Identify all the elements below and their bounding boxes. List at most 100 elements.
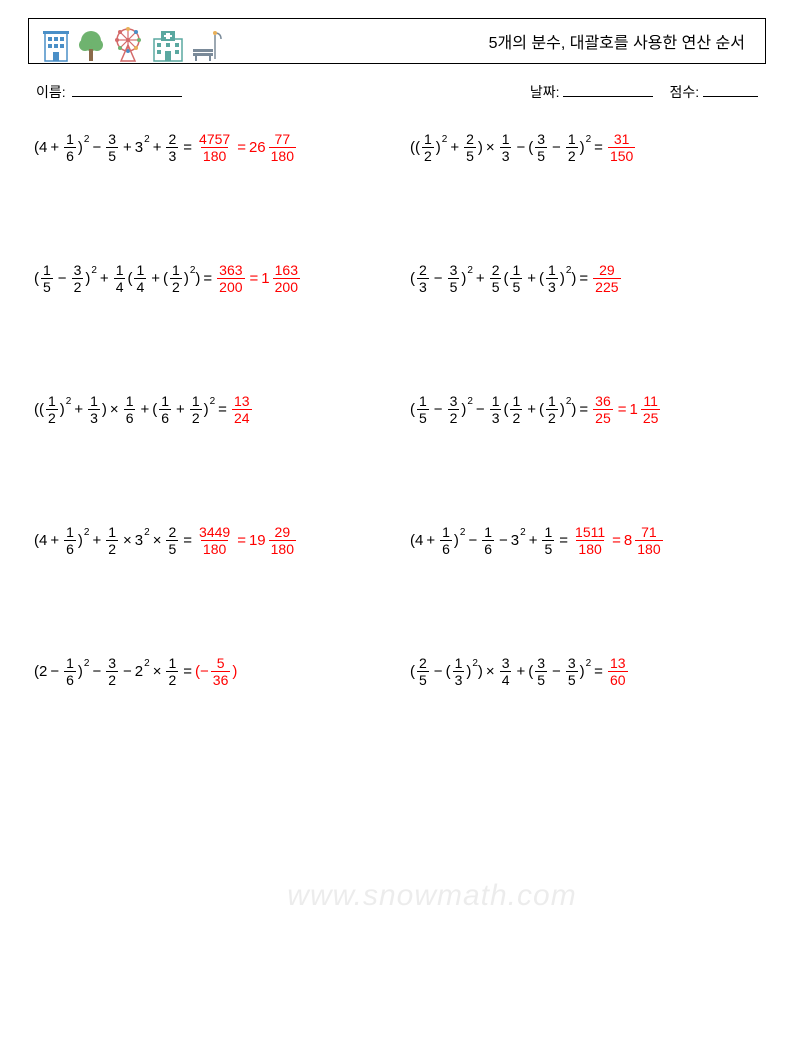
operator: + [50,140,59,155]
exponent: 2 [144,528,150,538]
operator: + [140,402,149,417]
problem-5: ((12)2+13)×16+(16+12)2=1324 [34,394,384,425]
exponent: 2 [472,659,478,669]
math-text: 1 [630,402,638,417]
problem-10: (25−(13)2)×34+(35−35)2=1360 [410,656,760,687]
math-text: ) [580,140,585,155]
fraction: 363200 [217,263,244,294]
fraction: 15 [510,263,522,294]
operator: − [468,533,477,548]
operator: − [476,402,485,417]
fraction: 15 [542,525,554,556]
fraction: 15 [41,263,53,294]
operator: = [183,140,192,155]
operator: − [434,402,443,417]
math-text: ) [78,533,83,548]
math-text: (4 [34,533,47,548]
problem-6: (15−32)2−13(12+(12)2)=3625=11125 [410,394,760,425]
math-text: ) [461,402,466,417]
math-text: 3 [135,533,143,548]
operator: × [153,664,162,679]
fraction: 12 [190,394,202,425]
operator: × [110,402,119,417]
operator: + [450,140,459,155]
fraction: 25 [490,263,502,294]
operator: − [499,533,508,548]
math-text: 19 [249,533,266,548]
problem-4: (23−35)2+25(15+(13)2)=29225 [410,263,760,294]
math-text: ) [184,271,189,286]
worksheet-page: 5개의 분수, 대괄호를 사용한 연산 순서 이름: 날짜: 점수: (4+16… [0,0,794,1053]
operator: + [527,271,536,286]
operator: = [594,664,603,679]
building-icon [41,27,71,63]
math-text: ) [466,664,471,679]
fraction: 13 [88,394,100,425]
math-text: ) [102,402,107,417]
operator: + [123,140,132,155]
exponent: 2 [586,659,592,669]
operator: − [516,140,525,155]
fraction: 1511180 [573,525,607,556]
math-text: ) [436,140,441,155]
fraction: 32 [106,656,118,687]
fraction: 16 [482,525,494,556]
operator: − [50,664,59,679]
math-text: (4 [410,533,423,548]
exponent: 2 [467,266,473,276]
exponent: 2 [144,135,150,145]
fraction: 1360 [608,656,628,687]
operator: + [100,271,109,286]
math-text: ) [478,140,483,155]
math-text: 2 [135,664,143,679]
math-text: (( [34,402,44,417]
exponent: 2 [566,266,572,276]
operator: + [50,533,59,548]
math-text: ( [528,664,533,679]
operator: − [58,271,67,286]
math-text: 8 [624,533,632,548]
worksheet-title: 5개의 분수, 대괄호를 사용한 연산 순서 [489,29,753,53]
header-icons [41,19,225,63]
fraction: 163200 [273,263,300,294]
operator: = [579,271,588,286]
fraction: 16 [64,132,76,163]
math-text: ( [446,664,451,679]
operator: × [123,533,132,548]
math-text: ) [571,402,576,417]
problem-3: (15−32)2+14(14+(12)2)=363200=1163200 [34,263,384,294]
fraction: 12 [46,394,58,425]
fraction: 35 [106,132,118,163]
math-text: ) [560,271,565,286]
math-text: ( [539,271,544,286]
operator: = [237,140,246,155]
operator: = [594,140,603,155]
date-blank[interactable] [563,83,653,97]
tree-icon [77,27,105,63]
math-text: ( [503,271,508,286]
operator: + [92,533,101,548]
operator: − [92,140,101,155]
operator: + [74,402,83,417]
date-label: 날짜: [530,84,560,100]
name-blank[interactable] [72,83,182,97]
math-text: 26 [249,140,266,155]
math-text: ( [410,664,415,679]
fraction: 12 [106,525,118,556]
operator: − [92,664,101,679]
math-text: ( [410,271,415,286]
bench-icon [191,27,225,63]
math-text: 1 [261,271,269,286]
math-text: ( [528,140,533,155]
fraction: 3449180 [197,525,232,556]
fraction: 14 [114,263,126,294]
fraction: 29225 [593,263,620,294]
problem-2: ((12)2+25)×13−(35−12)2=31150 [410,132,760,163]
fraction: 71180 [635,525,662,556]
score-blank[interactable] [703,83,758,97]
math-text: ) [85,271,90,286]
problem-7: (4+16)2+12×32×25=3449180=1929180 [34,525,384,556]
fraction: 16 [64,656,76,687]
math-text: ) [60,402,65,417]
operator: + [529,533,538,548]
